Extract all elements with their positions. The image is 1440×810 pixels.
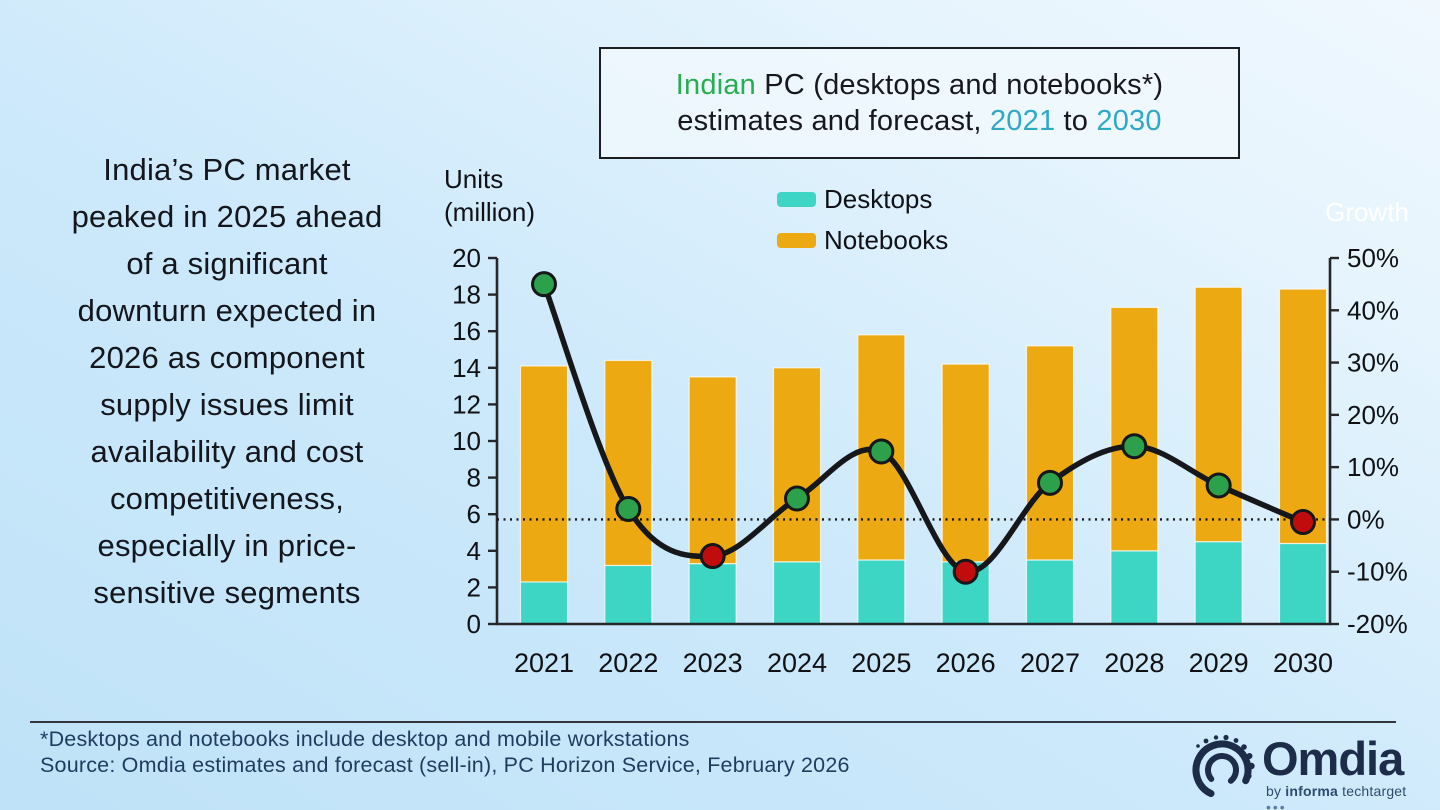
- units-axis-label: Units (million): [444, 163, 535, 229]
- bar-desktops-2030: [1278, 542, 1328, 625]
- chart-title-line1: Indian PC (desktops and notebooks*): [676, 67, 1163, 103]
- growth-point-2027: [1037, 469, 1063, 496]
- bar-desktops-2024: [772, 561, 822, 625]
- title-seg-2021: 2021: [989, 105, 1056, 137]
- omdia-logo-icon: [1192, 734, 1255, 800]
- right-tick-0: 0%: [1347, 504, 1385, 534]
- chart-title-line2: estimates and forecast, 2021 to 2030: [677, 103, 1161, 139]
- x-label-2026: 2026: [936, 648, 996, 678]
- growth-line: [541, 281, 1306, 575]
- legend-label-desktops: Desktops: [824, 183, 933, 214]
- bar-notebooks-2024: [772, 367, 822, 563]
- growth-point-2030: [1290, 509, 1316, 536]
- right-tick--10: -10%: [1347, 557, 1408, 587]
- x-label-2022: 2022: [598, 648, 658, 678]
- bar-notebooks-2026: [941, 363, 990, 563]
- x-label-2027: 2027: [1020, 648, 1080, 678]
- notebooks-swatch: [777, 232, 816, 248]
- desktops-swatch: [777, 191, 816, 207]
- bar-notebooks-2030: [1278, 288, 1328, 545]
- left-tick-12: 12: [452, 389, 481, 419]
- left-tick-0: 0: [467, 609, 481, 639]
- omdia-wordmark: Omdia: [1262, 732, 1404, 785]
- x-label-2021: 2021: [514, 648, 574, 678]
- growth-point-2026: [952, 558, 979, 585]
- bar-desktops-2023: [688, 563, 737, 625]
- tagline-techtarget: techtarget: [1338, 783, 1407, 799]
- units-axis-label-line2: (million): [444, 197, 535, 227]
- bar-notebooks-2023: [688, 376, 737, 565]
- left-note: India’s PC market peaked in 2025 ahead o…: [71, 152, 383, 610]
- units-axis-label-line1: Units: [444, 164, 504, 194]
- bar-desktops-2022: [604, 564, 653, 625]
- footer-divider: [30, 721, 1396, 723]
- combo-chart: 0 2 4 6 8 10 12 14 16 18 20 -20% -10% 0% 10% 20% 30% 40% 5…: [452, 243, 1408, 678]
- title-seg-pc: PC (desktops and notebooks*): [764, 69, 1164, 101]
- bar-desktops-2025: [857, 559, 906, 625]
- x-label-2028: 2028: [1104, 648, 1164, 678]
- left-tick-20: 20: [452, 243, 481, 273]
- bar-notebooks-2021: [519, 365, 569, 583]
- growth-point-2029: [1205, 472, 1232, 499]
- bar-notebooks-2029: [1194, 286, 1243, 543]
- right-tick--20: -20%: [1347, 609, 1408, 639]
- left-tick-8: 8: [467, 463, 481, 493]
- tagline-dots: •••: [1266, 799, 1287, 810]
- x-label-2025: 2025: [851, 648, 911, 678]
- omdia-tagline: by informa techtarget •••: [1266, 783, 1416, 810]
- source-text: Source: Omdia estimates and forecast (se…: [40, 753, 850, 777]
- growth-point-2025: [868, 438, 895, 465]
- bar-desktops-2027: [1025, 559, 1075, 625]
- omdia-logo: Omdia by informa techtarget •••: [1186, 729, 1416, 810]
- growth-point-2023: [699, 543, 726, 570]
- title-box: Indian PC (desktops and notebooks*) esti…: [599, 47, 1240, 159]
- right-tick-50: 50%: [1347, 243, 1399, 273]
- title-seg-indian: Indian: [675, 69, 765, 101]
- right-tick-20: 20%: [1347, 400, 1399, 430]
- tagline-informa: informa: [1285, 783, 1339, 799]
- growth-point-2024: [784, 485, 810, 512]
- growth-point-2028: [1121, 433, 1148, 460]
- x-label-2029: 2029: [1189, 648, 1249, 678]
- legend: Desktops Notebooks: [777, 184, 948, 266]
- bar-desktops-2028: [1110, 550, 1159, 625]
- growth-point-2021: [531, 271, 557, 298]
- title-seg-to: to: [1055, 105, 1097, 137]
- x-label-2024: 2024: [767, 648, 827, 678]
- left-tick-16: 16: [452, 316, 481, 346]
- left-tick-14: 14: [452, 353, 481, 383]
- right-tick-30: 30%: [1347, 348, 1399, 378]
- right-tick-10: 10%: [1347, 452, 1399, 482]
- title-seg-2030: 2030: [1096, 105, 1162, 137]
- bar-desktops-2021: [519, 581, 569, 625]
- bar-notebooks-2027: [1025, 345, 1075, 561]
- footnote-text: *Desktops and notebooks include desktop …: [40, 727, 690, 751]
- growth-axis-label: Growth: [1325, 197, 1409, 227]
- left-tick-6: 6: [467, 499, 481, 529]
- bar-desktops-2029: [1194, 541, 1243, 625]
- x-label-2030: 2030: [1273, 648, 1333, 678]
- growth-point-2022: [615, 495, 642, 522]
- right-tick-40: 40%: [1347, 295, 1399, 325]
- x-label-2023: 2023: [683, 648, 743, 678]
- legend-item-notebooks: Notebooks: [777, 225, 948, 255]
- bar-notebooks-2028: [1110, 306, 1159, 552]
- left-tick-18: 18: [452, 280, 481, 310]
- tagline-by: by: [1266, 783, 1286, 799]
- left-tick-10: 10: [452, 426, 481, 456]
- legend-label-notebooks: Notebooks: [824, 224, 949, 255]
- left-tick-2: 2: [467, 572, 481, 602]
- left-tick-4: 4: [467, 536, 481, 566]
- legend-item-desktops: Desktops: [777, 184, 948, 214]
- title-seg-estimates: estimates and forecast,: [677, 105, 990, 137]
